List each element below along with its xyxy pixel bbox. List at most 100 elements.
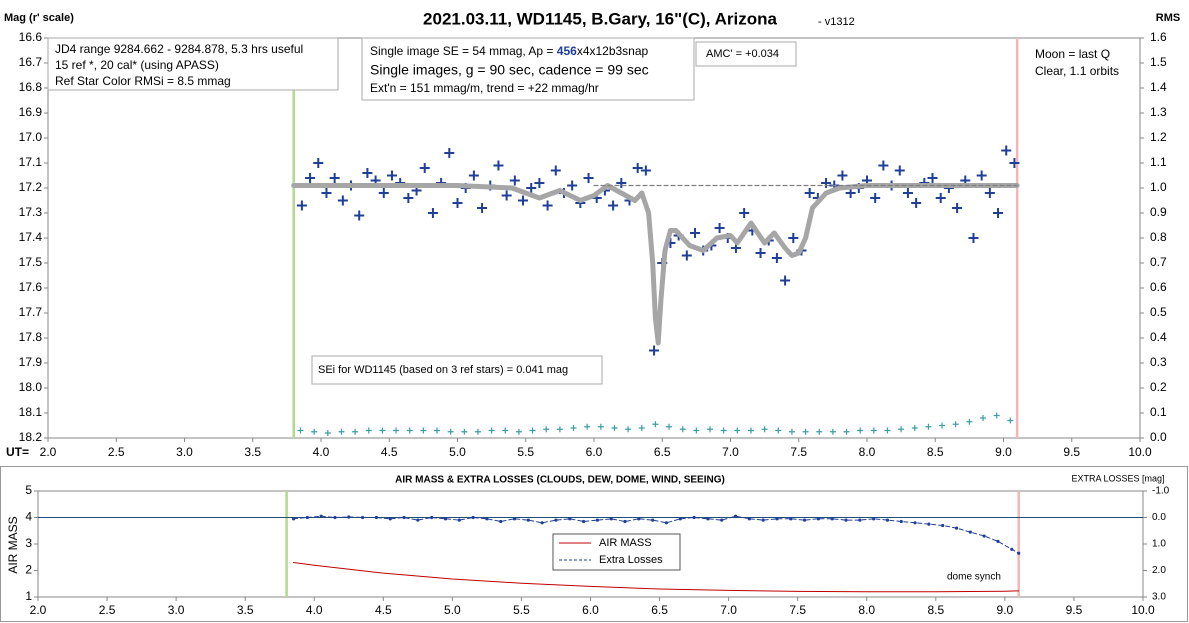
data-point xyxy=(595,518,600,522)
legend-label: Extra Losses xyxy=(599,554,663,566)
x-tick-label: 9.0 xyxy=(995,445,1012,459)
data-point xyxy=(362,168,373,178)
x-tick-label: 7.0 xyxy=(720,603,737,617)
annotation-part: 456 xyxy=(557,44,577,58)
y2-label: RMS xyxy=(1156,12,1180,24)
data-point xyxy=(534,178,545,188)
x-tick-label: 6.5 xyxy=(651,603,668,617)
x-tick-label: 2.0 xyxy=(40,445,57,459)
y2-tick-label: 1.0 xyxy=(1152,539,1166,550)
y-tick-label: 17.8 xyxy=(19,330,43,344)
data-point xyxy=(747,517,751,521)
x-tick-label: 6.0 xyxy=(582,603,599,617)
data-point xyxy=(884,427,891,434)
annotation-text: Clear, 1.1 orbits xyxy=(1035,64,1119,78)
data-point xyxy=(739,208,750,218)
data-point xyxy=(354,210,365,221)
subchart-title: - v1312 xyxy=(818,16,855,28)
x-tick-label: 4.5 xyxy=(381,445,398,459)
x-tick-label: 2.5 xyxy=(108,445,125,459)
data-point xyxy=(771,253,782,263)
data-point xyxy=(485,517,489,521)
y2-tick-label: 0.7 xyxy=(1150,255,1167,269)
data-point xyxy=(632,163,643,173)
data-point xyxy=(993,412,1000,419)
data-point xyxy=(733,514,738,518)
data-point xyxy=(305,515,309,520)
data-point xyxy=(902,188,913,198)
data-point xyxy=(788,428,795,435)
data-point xyxy=(878,160,889,171)
data-point xyxy=(499,519,503,524)
y2-tick-label: 1.1 xyxy=(1150,155,1167,169)
data-point xyxy=(556,426,563,433)
data-point xyxy=(898,426,905,433)
x-tick-label: 3.0 xyxy=(176,445,193,459)
x-tick-label: 9.5 xyxy=(1066,603,1083,617)
y2-tick-label: 1.5 xyxy=(1150,55,1167,69)
y-tick-label: 1 xyxy=(25,589,32,603)
y2-tick-label: 0.4 xyxy=(1150,330,1167,344)
data-point xyxy=(844,518,848,522)
y2-tick-label: 0.1 xyxy=(1150,405,1167,419)
x-tick-label: 4.0 xyxy=(313,445,330,459)
annotation-text: Ref Star Color RMSi = 8.5 mmag xyxy=(55,74,231,88)
data-point xyxy=(419,163,430,173)
data-point xyxy=(780,275,791,286)
data-point xyxy=(474,428,481,435)
data-point xyxy=(1010,547,1014,551)
data-point xyxy=(976,170,987,181)
data-point xyxy=(352,428,359,435)
data-point xyxy=(734,427,741,434)
data-point xyxy=(706,517,710,521)
data-point xyxy=(518,195,529,206)
data-point xyxy=(386,170,397,181)
data-point xyxy=(885,518,890,522)
data-point xyxy=(583,173,594,183)
data-point xyxy=(608,200,619,211)
data-point xyxy=(899,519,903,524)
data-point xyxy=(707,426,714,433)
x-tick-label: 9.5 xyxy=(1063,445,1080,459)
data-point xyxy=(872,517,876,521)
data-point xyxy=(434,427,441,434)
y2-label: EXTRA LOSSES [mag] xyxy=(1071,473,1164,483)
y2-tick-label: 1.2 xyxy=(1150,130,1167,144)
data-point xyxy=(430,515,434,520)
y2-tick-label: 1.3 xyxy=(1150,105,1167,119)
data-point xyxy=(664,521,669,525)
x-tick-label: 3.5 xyxy=(237,603,254,617)
data-point xyxy=(1009,158,1020,168)
data-point xyxy=(313,158,324,168)
data-point xyxy=(649,345,660,356)
data-point xyxy=(540,521,544,525)
data-point xyxy=(333,515,337,520)
data-point xyxy=(609,517,613,521)
data-point xyxy=(515,428,522,435)
annotation-box xyxy=(311,355,603,385)
x-tick-label: 5.0 xyxy=(444,603,461,617)
data-point xyxy=(337,195,348,206)
annotation-box xyxy=(47,37,339,91)
data-point xyxy=(954,526,959,530)
data-point xyxy=(870,193,881,203)
y-tick-label: 18.2 xyxy=(19,430,43,444)
y2-tick-label: 0.0 xyxy=(1150,430,1167,444)
data-point xyxy=(837,170,848,181)
data-point xyxy=(468,170,479,181)
legend-box xyxy=(552,533,681,571)
data-point xyxy=(761,518,765,522)
data-point xyxy=(291,517,296,521)
x-tick-label: 5.5 xyxy=(517,445,534,459)
data-point xyxy=(821,178,832,188)
data-point xyxy=(296,200,307,211)
y-tick-label: 18.0 xyxy=(19,380,43,394)
data-point xyxy=(457,518,461,522)
data-point xyxy=(452,198,463,208)
annotation-part: Single image SE = 54 mmag, Ap = xyxy=(370,44,557,58)
y-tick-label: 16.9 xyxy=(19,105,43,119)
y-tick-label: 17.1 xyxy=(19,155,43,169)
data-point xyxy=(681,250,692,261)
data-point xyxy=(444,148,455,158)
data-point xyxy=(651,518,655,522)
